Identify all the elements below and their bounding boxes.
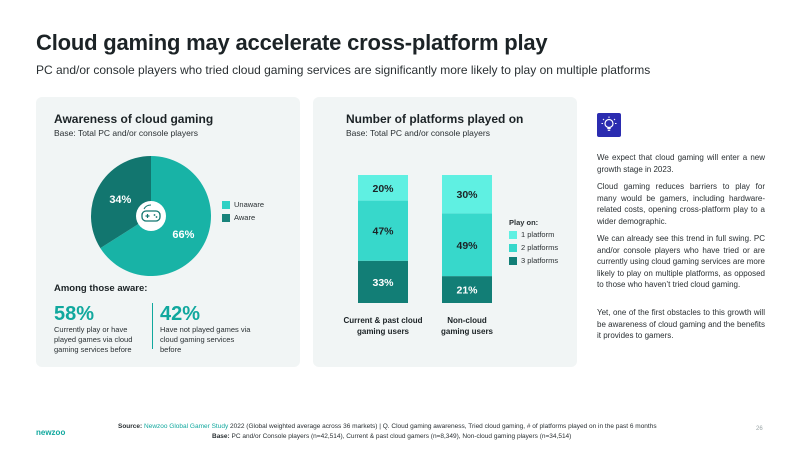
stat-not-played-desc: Have not played games via cloud gaming s… <box>160 325 251 354</box>
source-note: Source: Newzoo Global Gamer Study 2022 (… <box>118 423 657 430</box>
bar-value-label: 30% <box>456 189 478 201</box>
bar-segment <box>358 175 408 201</box>
bar-segment <box>358 260 408 303</box>
awareness-pie-chart: 66% 34% <box>91 156 211 276</box>
platforms-panel: Number of platforms played on Base: Tota… <box>313 97 577 367</box>
bar-segment <box>442 175 492 214</box>
bar-category-label: Current & past cloud gaming users <box>343 316 422 336</box>
pie-slice-aware <box>91 156 151 249</box>
legend-1-platform: 1 platform <box>509 230 554 239</box>
legend-aware: Aware <box>222 213 255 222</box>
awareness-base: Base: Total PC and/or console players <box>54 128 198 138</box>
bar-segment <box>358 200 408 261</box>
legend-label: Unaware <box>234 200 265 209</box>
page-title: Cloud gaming may accelerate cross-platfo… <box>36 30 548 55</box>
page-number: 26 <box>756 426 763 432</box>
legend-swatch <box>509 256 517 265</box>
platforms-bar-chart: 33% 47% 20% 21% 49% 30% Current & past cloud g… <box>343 175 494 336</box>
stat-divider <box>152 303 153 349</box>
awareness-title: Awareness of cloud gaming <box>54 112 214 126</box>
bar-value-label: 21% <box>456 285 478 297</box>
legend-swatch <box>509 243 517 252</box>
legend-swatch <box>509 230 517 239</box>
legend-label: 3 platforms <box>521 256 559 265</box>
platforms-title: Number of platforms played on <box>346 112 524 126</box>
legend-label: Aware <box>234 213 256 222</box>
stat-played-desc: Currently play or have played games via … <box>54 325 133 354</box>
pie-label-aware: 34% <box>109 194 131 206</box>
bar-value-label: 47% <box>372 226 394 238</box>
pie-label-unaware: 66% <box>172 229 194 241</box>
legend-swatch <box>222 213 230 222</box>
legend-label: 1 platform <box>521 230 555 239</box>
bar-category-label: Non-cloud gaming users <box>441 316 494 336</box>
insight-paragraph-2: Cloud gaming reduces barriers to play fo… <box>597 182 765 226</box>
platforms-legend-title: Play on: <box>509 218 539 227</box>
bar-segment <box>442 276 492 303</box>
stat-not-played-value: 42% <box>160 303 201 325</box>
legend-3-platforms: 3 platforms <box>509 256 558 265</box>
bar-value-label: 33% <box>372 277 394 289</box>
source-label: Source: <box>118 423 143 430</box>
page-subtitle: PC and/or console players who tried clou… <box>36 63 651 77</box>
insight-paragraph-4: Yet, one of the first obstacles to this … <box>597 308 765 340</box>
source-link[interactable]: Newzoo Global Gamer Study <box>144 423 229 430</box>
insight-paragraph-3: We can already see this trend in full sw… <box>597 234 765 289</box>
lightbulb-icon <box>597 113 621 137</box>
stat-played-value: 58% <box>54 303 95 325</box>
among-aware-heading: Among those aware: <box>54 283 148 294</box>
gamepad-icon <box>136 201 166 231</box>
source-text: 2022 (Global weighted average across 36 … <box>228 423 657 430</box>
platforms-base: Base: Total PC and/or console players <box>346 128 490 138</box>
awareness-panel: Awareness of cloud gaming Base: Total PC… <box>36 97 300 367</box>
newzoo-logo: newzoo <box>36 428 66 437</box>
bar-value-label: 49% <box>456 240 478 252</box>
legend-label: 2 platforms <box>521 243 559 252</box>
base-text: PC and/or Console players (n=42,514), Cu… <box>229 433 572 440</box>
legend-2-platforms: 2 platforms <box>509 243 558 252</box>
bar-segment <box>442 213 492 277</box>
legend-swatch <box>222 200 230 209</box>
base-note: Base: PC and/or Console players (n=42,51… <box>212 433 571 440</box>
base-label: Base: <box>212 433 230 440</box>
insight-paragraph-1: We expect that cloud gaming will enter a… <box>597 153 765 174</box>
bar-value-label: 20% <box>372 183 394 195</box>
legend-unaware: Unaware <box>222 200 264 209</box>
